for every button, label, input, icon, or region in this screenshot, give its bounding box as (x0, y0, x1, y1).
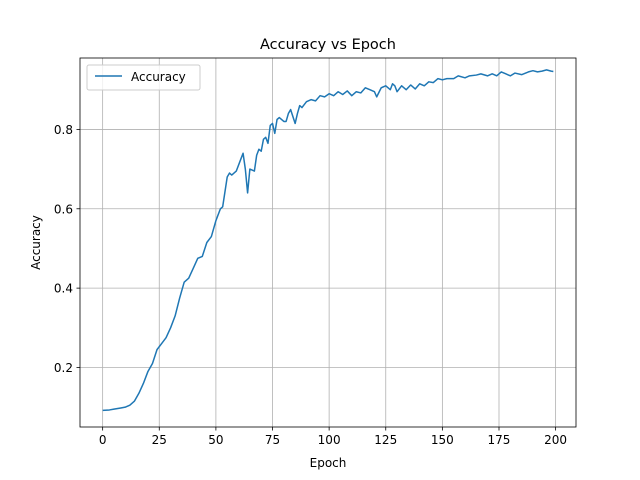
series-line-accuracy (102, 69, 554, 412)
legend: Accuracy (86, 64, 201, 91)
chart-title: Accuracy vs Epoch (260, 37, 396, 53)
series-layer (102, 69, 554, 412)
x-tick-label: 175 (488, 433, 511, 447)
y-tick-label: 0.8 (54, 123, 73, 137)
x-tick-label: 150 (431, 433, 454, 447)
x-tick-label: 75 (265, 433, 280, 447)
x-tick-label: 50 (208, 433, 223, 447)
x-axis-label: Epoch (310, 456, 347, 470)
y-tick-label: 0.4 (54, 282, 73, 296)
x-tick-label: 25 (152, 433, 167, 447)
legend-entry-accuracy: Accuracy (131, 70, 186, 84)
y-tick-label: 0.2 (54, 361, 73, 375)
grid-lines (80, 58, 576, 427)
y-tick-label: 0.6 (54, 202, 73, 216)
y-axis-label: Accuracy (29, 215, 43, 270)
ticks-layer: 0 25 50 75 100 125 150 175 200 0.2 0.4 0.6 0.8 (54, 123, 567, 447)
legend-box (86, 64, 201, 91)
x-tick-label: 0 (99, 433, 107, 447)
x-tick-label: 125 (374, 433, 397, 447)
x-tick-label: 100 (318, 433, 341, 447)
x-tick-label: 200 (544, 433, 567, 447)
axes-frame (79, 57, 577, 428)
